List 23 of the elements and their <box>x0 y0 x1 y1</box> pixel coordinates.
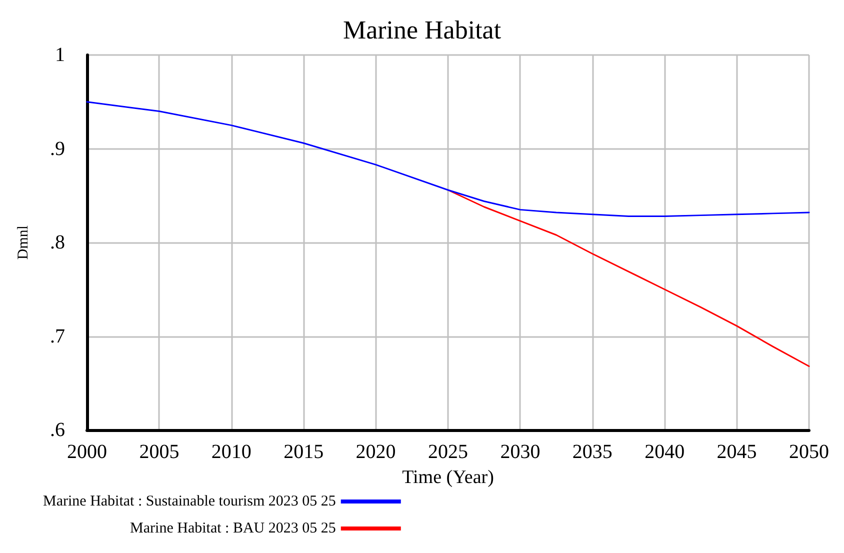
x-tick-label: 2040 <box>644 441 685 463</box>
x-tick-label: 2050 <box>789 441 829 463</box>
line-series <box>447 189 810 367</box>
y-tick-label: .8 <box>50 232 65 254</box>
chart-title: Marine Habitat <box>342 16 502 44</box>
y-tick-label: 1 <box>55 44 65 66</box>
y-tick-label: .9 <box>50 138 65 160</box>
x-axis-title: Time (Year) <box>402 467 494 488</box>
x-tick-label: 2000 <box>67 441 107 463</box>
x-tick-label: 2045 <box>716 441 757 463</box>
legend-label: Marine Habitat : Sustainable tourism 2023 05 25 <box>43 494 336 510</box>
x-tick-label: 2005 <box>139 441 180 463</box>
x-tick-label: 2015 <box>284 441 324 463</box>
line-series <box>86 101 810 217</box>
x-tick-label: 2010 <box>211 441 252 463</box>
x-tick-label: 2035 <box>572 441 612 463</box>
x-tick-label: 2025 <box>428 441 468 463</box>
x-tick-label: 2020 <box>356 441 396 463</box>
y-axis-title: Dmnl <box>16 225 32 260</box>
y-tick-label: .6 <box>50 419 65 441</box>
y-tick-label: .7 <box>50 325 65 348</box>
legend-label: Marine Habitat : BAU 2023 05 25 <box>130 520 336 536</box>
x-tick-label: 2030 <box>500 441 540 463</box>
